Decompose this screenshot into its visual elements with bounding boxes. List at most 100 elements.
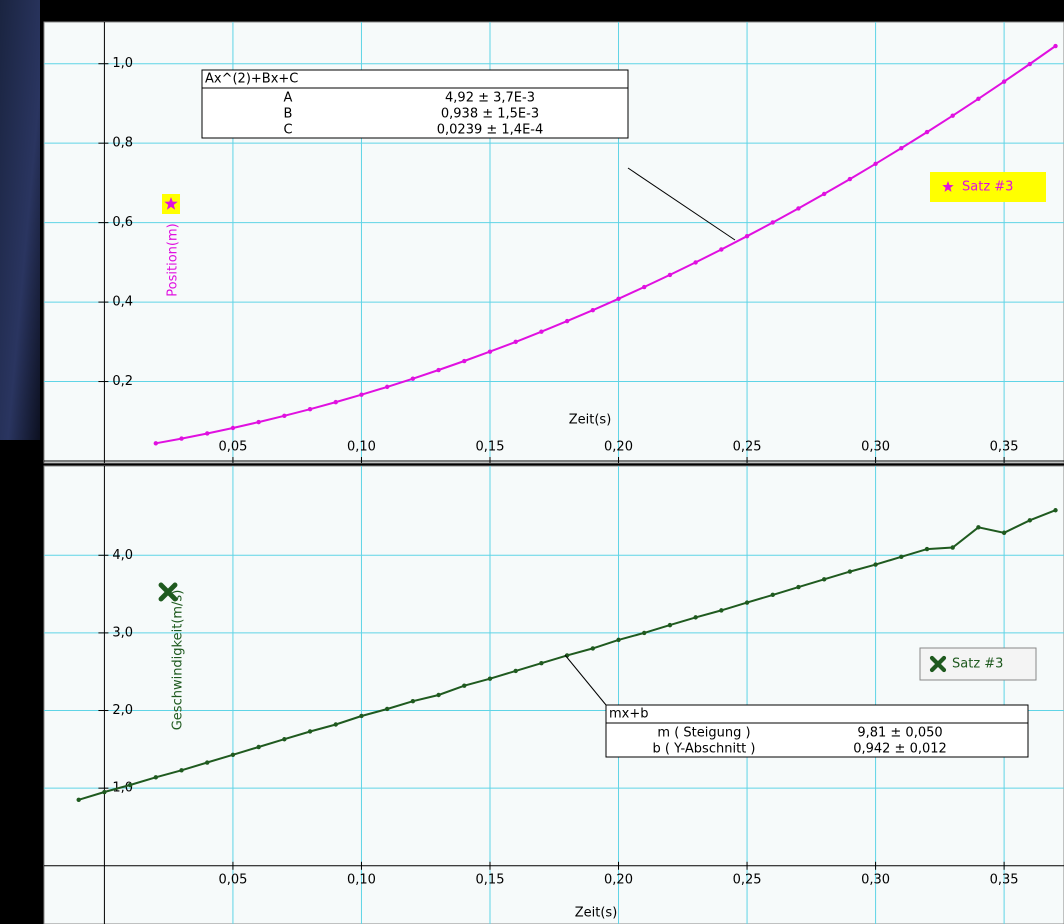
fit-value: 0,0239 ± 1,4E-4 — [437, 123, 544, 138]
x-tick-label: 0,35 — [990, 872, 1019, 887]
fit-param: C — [283, 123, 292, 138]
data-point — [462, 683, 466, 687]
data-point — [411, 699, 415, 703]
data-point — [719, 247, 723, 251]
data-point — [308, 407, 312, 411]
panel[interactable] — [44, 466, 1064, 924]
data-point — [102, 790, 106, 794]
y-tick-label: 3,0 — [112, 625, 133, 640]
data-point — [205, 431, 209, 435]
data-point — [616, 638, 620, 642]
data-point — [771, 220, 775, 224]
data-point — [719, 608, 723, 612]
data-point — [668, 273, 672, 277]
data-point — [1053, 44, 1057, 48]
fit-param: A — [284, 91, 293, 106]
data-point — [693, 260, 697, 264]
fit-title: Ax^(2)+Bx+C — [205, 72, 298, 87]
data-point — [925, 547, 929, 551]
data-point — [848, 177, 852, 181]
background-photo — [0, 0, 40, 440]
y-tick-label: 4,0 — [112, 548, 133, 563]
data-point — [693, 615, 697, 619]
x-tick-label: 0,35 — [990, 440, 1019, 455]
data-point — [488, 676, 492, 680]
data-point — [1028, 518, 1032, 522]
data-point — [1028, 62, 1032, 66]
data-point — [642, 631, 646, 635]
data-point — [1002, 531, 1006, 535]
x-tick-label: 0,10 — [347, 872, 376, 887]
data-point — [282, 737, 286, 741]
fit-value: 9,81 ± 0,050 — [857, 726, 942, 741]
data-point — [385, 707, 389, 711]
fit-value: 0,942 ± 0,012 — [853, 742, 947, 757]
data-point — [231, 426, 235, 430]
data-point — [154, 775, 158, 779]
data-point — [1053, 508, 1057, 512]
x-tick-label: 0,25 — [733, 440, 762, 455]
data-point — [796, 585, 800, 589]
data-point — [154, 441, 158, 445]
data-point — [668, 623, 672, 627]
data-point — [899, 146, 903, 150]
page: {"chart_data": [ {"type": "line", "x_lab… — [0, 0, 1064, 924]
y-tick-label: 0,6 — [112, 215, 133, 230]
y-axis-label: Geschwindigkeit(m/s) — [171, 590, 186, 731]
data-point — [539, 661, 543, 665]
y-tick-label: 0,4 — [112, 295, 133, 310]
fit-param: b ( Y-Abschnitt ) — [653, 742, 756, 757]
x-tick-label: 0,20 — [604, 440, 633, 455]
data-point — [436, 368, 440, 372]
data-point — [513, 669, 517, 673]
data-point — [462, 359, 466, 363]
data-point — [642, 285, 646, 289]
data-point — [796, 206, 800, 210]
y-tick-label: 1,0 — [112, 56, 133, 71]
data-point — [411, 376, 415, 380]
data-point — [256, 745, 260, 749]
data-point — [950, 113, 954, 117]
data-point — [385, 385, 389, 389]
screen: 0,05 0,10 0,15 0,20 0,25 0,30 0,35 0,2 0,4 0,6 0,8… — [0, 0, 1064, 924]
data-point — [976, 525, 980, 529]
x-tick-label: 0,25 — [733, 872, 762, 887]
data-point — [873, 562, 877, 566]
data-point — [925, 130, 929, 134]
data-point — [899, 555, 903, 559]
data-point — [231, 753, 235, 757]
data-point — [128, 783, 132, 787]
x-tick-label: 0,30 — [861, 872, 890, 887]
data-point — [591, 646, 595, 650]
y-tick-label: 0,2 — [112, 374, 133, 389]
data-point — [745, 600, 749, 604]
data-point — [359, 393, 363, 397]
x-axis-label: Zeit(s) — [569, 413, 612, 428]
data-point — [334, 722, 338, 726]
legend-label: Satz #3 — [962, 180, 1013, 195]
data-point — [616, 297, 620, 301]
data-point — [334, 400, 338, 404]
data-point — [436, 693, 440, 697]
x-tick-label: 0,20 — [604, 872, 633, 887]
x-axis-label: Zeit(s) — [575, 906, 618, 921]
x-tick-label: 0,10 — [347, 440, 376, 455]
fit-param: B — [284, 107, 293, 122]
data-point — [539, 329, 543, 333]
fit-title: mx+b — [609, 707, 649, 722]
data-point — [848, 569, 852, 573]
data-point — [822, 192, 826, 196]
data-point — [179, 768, 183, 772]
data-point — [513, 340, 517, 344]
x-tick-label: 0,05 — [218, 872, 247, 887]
fit-value: 0,938 ± 1,5E-3 — [441, 107, 539, 122]
data-point — [256, 420, 260, 424]
data-point — [822, 577, 826, 581]
data-point — [745, 234, 749, 238]
data-point — [205, 760, 209, 764]
data-point — [976, 97, 980, 101]
data-point — [179, 436, 183, 440]
x-tick-label: 0,15 — [476, 872, 505, 887]
fit-value: 4,92 ± 3,7E-3 — [445, 91, 535, 106]
y-tick-label: 0,8 — [112, 136, 133, 151]
